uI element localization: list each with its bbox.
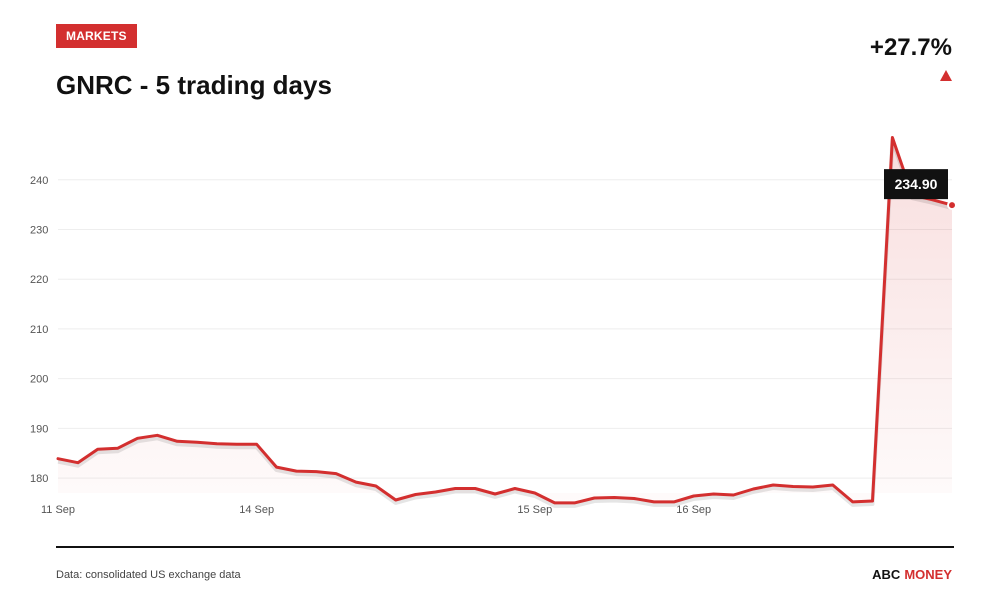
- brand-name-secondary: MONEY: [904, 567, 952, 582]
- y-axis-ticks: 180 190 200 210 220 230 240: [30, 175, 48, 485]
- x-tick-label: 14 Sep: [239, 504, 274, 516]
- y-tick-label: 230: [30, 224, 48, 236]
- chart-title: GNRC - 5 trading days: [56, 70, 332, 100]
- percent-change: +27.7%: [869, 34, 952, 61]
- y-tick-label: 210: [30, 324, 48, 336]
- y-tick-label: 190: [30, 423, 48, 435]
- y-tick-label: 200: [30, 374, 48, 386]
- gridlines: [58, 179, 952, 479]
- x-axis-ticks: 11 Sep 14 Sep 15 Sep 16 Sep: [41, 504, 711, 516]
- x-tick-label: 16 Sep: [676, 504, 711, 516]
- brand-logo: ABC MONEY: [872, 567, 952, 582]
- y-tick-label: 240: [30, 175, 48, 187]
- last-price-box: [884, 169, 948, 200]
- data-source-note: Data: consolidated US exchange data: [56, 569, 241, 581]
- price-line-shadow: [57, 138, 953, 508]
- brand-name-primary: ABC: [872, 567, 901, 582]
- y-tick-label: 220: [30, 274, 48, 286]
- price-chart: 180 190 200 210 220 230 240 11 Sep 14 Sep 15 Sep…: [30, 136, 957, 516]
- up-arrow-icon: [940, 70, 952, 81]
- footer-divider: [56, 546, 954, 548]
- price-line: [56, 136, 954, 505]
- x-tick-label: 15 Sep: [517, 504, 552, 516]
- price-area: [58, 137, 952, 503]
- x-tick-label: 11 Sep: [41, 504, 75, 516]
- section-badge: MARKETS: [56, 24, 137, 48]
- last-price-label: 234.90: [895, 176, 938, 192]
- y-tick-label: 180: [30, 473, 48, 485]
- last-price-callout: 234.90: [884, 169, 948, 200]
- last-price-point: [947, 200, 957, 211]
